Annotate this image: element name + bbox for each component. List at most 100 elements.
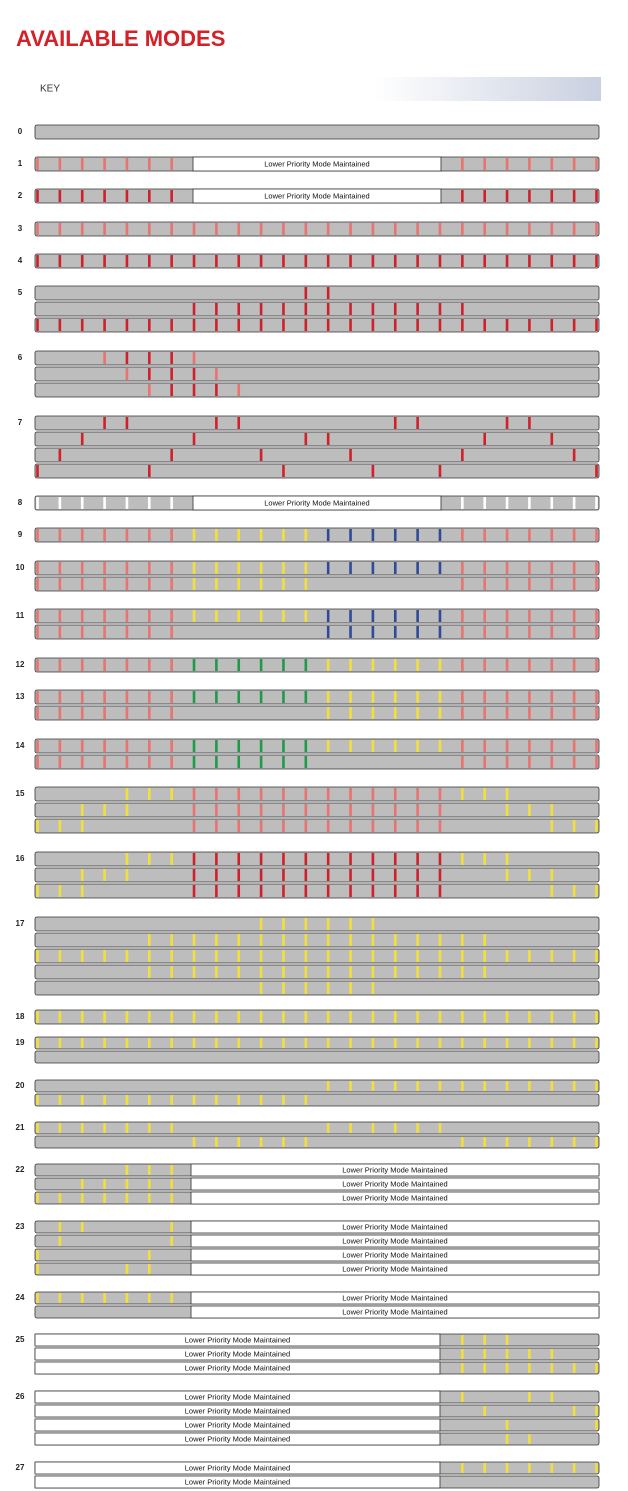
mode-tick — [461, 578, 464, 590]
mode-tick — [304, 788, 308, 800]
mode-tick — [58, 578, 62, 590]
mode-tick — [572, 497, 576, 509]
mode-tick — [125, 1011, 129, 1023]
mode-tick — [483, 707, 486, 719]
mode-tick — [528, 255, 531, 267]
mode-bar — [34, 1093, 600, 1107]
mode-tick — [505, 788, 509, 800]
mode-tick — [58, 740, 62, 752]
mode-tick — [371, 626, 375, 638]
mode-tick — [461, 449, 464, 461]
mode-tick — [461, 1335, 464, 1345]
mode-tick — [438, 804, 442, 816]
mode-tick — [304, 255, 308, 267]
mode-tick — [237, 950, 241, 962]
mode-tick — [192, 255, 196, 267]
maintained-box — [190, 1191, 600, 1205]
mode-tick — [170, 1293, 173, 1303]
mode-tick — [349, 626, 352, 638]
mode-tick — [505, 610, 509, 622]
mode-tick — [550, 869, 554, 881]
mode-tick — [416, 966, 419, 978]
mode-tick — [148, 562, 151, 574]
mode-tick — [349, 1038, 352, 1048]
mode-tick — [528, 804, 531, 816]
mode-tick — [595, 707, 598, 719]
mode-tick — [550, 885, 554, 897]
mode-tick — [461, 934, 464, 946]
mode-tick — [393, 1123, 397, 1133]
maintained-note: Lower Priority Mode Maintained — [342, 1222, 447, 1231]
mode-tick — [483, 966, 486, 978]
mode-tick — [103, 691, 106, 703]
mode-tick — [148, 853, 151, 865]
mode-tick — [393, 626, 397, 638]
mode-tick — [58, 449, 62, 461]
mode-tick — [528, 529, 531, 541]
mode-bar — [34, 818, 600, 834]
mode-tick — [326, 691, 330, 703]
mode-tick — [103, 869, 106, 881]
mode-tick — [505, 707, 509, 719]
mode-tick — [326, 885, 330, 897]
mode-bar — [34, 754, 600, 770]
mode-tick — [595, 820, 598, 832]
mode-tick — [572, 223, 576, 235]
mode-tick — [550, 1363, 554, 1373]
mode-tick — [550, 1349, 554, 1359]
mode-tick — [36, 578, 39, 590]
mode-tick — [125, 1193, 129, 1203]
mode-tick — [461, 562, 464, 574]
mode-tick — [215, 691, 218, 703]
mode-tick — [58, 707, 62, 719]
mode-tick — [125, 610, 129, 622]
mode-tick — [505, 1038, 509, 1048]
mode-tick — [259, 303, 263, 315]
mode-bar — [34, 1009, 600, 1025]
mode-tick — [36, 691, 39, 703]
mode-tick — [304, 950, 308, 962]
mode-tick — [237, 1011, 241, 1023]
maintained-note: Lower Priority Mode Maintained — [185, 1420, 290, 1429]
mode-tick — [36, 223, 39, 235]
mode-tick — [80, 820, 84, 832]
mode-tick — [237, 303, 241, 315]
mode-tick — [550, 319, 554, 331]
mode-tick — [259, 319, 263, 331]
mode-tick — [259, 788, 263, 800]
mode-tick — [393, 820, 397, 832]
mode-number: 15 — [16, 789, 25, 798]
mode-tick — [192, 934, 196, 946]
mode-tick — [215, 562, 218, 574]
mode-tick — [215, 368, 218, 380]
mode-tick — [326, 626, 330, 638]
mode-tick — [371, 1081, 375, 1091]
mode-tick — [505, 1349, 509, 1359]
mode-tick — [505, 950, 509, 962]
mode-tick — [393, 610, 397, 622]
mode-tick — [192, 610, 196, 622]
mode-tick — [259, 966, 263, 978]
mode-tick — [438, 740, 442, 752]
mode-tick — [259, 1095, 263, 1105]
mode-tick — [371, 303, 375, 315]
mode-tick — [103, 707, 106, 719]
mode-bar — [34, 964, 600, 980]
mode-number: 25 — [16, 1335, 25, 1344]
mode-tick — [595, 950, 598, 962]
mode-bar — [34, 447, 600, 463]
mode-tick — [438, 626, 442, 638]
mode-tick — [326, 740, 330, 752]
mode-tick — [36, 626, 39, 638]
mode-tick — [461, 788, 464, 800]
mode-tick — [304, 1095, 308, 1105]
mode-tick — [170, 610, 173, 622]
maintained-note: Lower Priority Mode Maintained — [342, 1236, 447, 1245]
mode-tick — [125, 529, 129, 541]
maintained-box — [192, 495, 442, 511]
mode-tick — [349, 449, 352, 461]
mode-tick — [595, 158, 598, 170]
mode-tick — [304, 287, 308, 299]
mode-tick — [371, 562, 375, 574]
mode-tick — [416, 691, 419, 703]
